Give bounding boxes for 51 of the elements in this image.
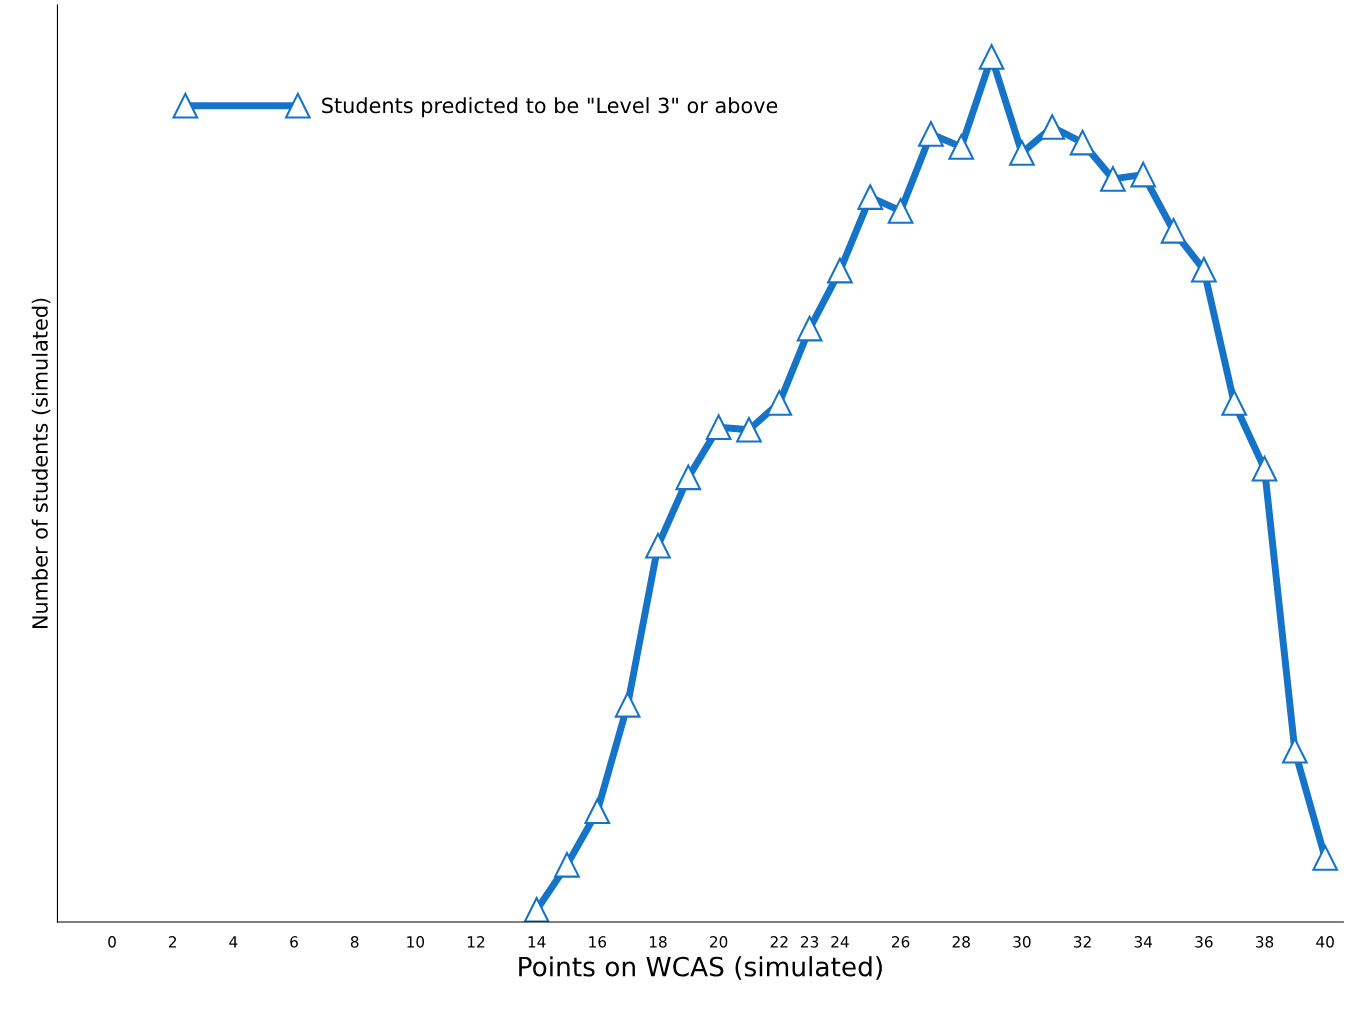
point	[1251, 455, 1278, 482]
point	[584, 798, 611, 825]
x-tick-label: 23	[801, 936, 819, 948]
point	[1221, 390, 1248, 416]
x-tick-label: 8	[350, 936, 359, 948]
point	[736, 416, 762, 443]
point	[645, 532, 671, 559]
x-tick-label: 28	[952, 936, 970, 948]
point	[766, 390, 793, 416]
x-tick-label: 18	[649, 936, 667, 948]
point	[1312, 845, 1339, 871]
x-tick-label: 16	[589, 936, 607, 948]
x-tick-label: 10	[407, 936, 425, 948]
point	[978, 44, 1005, 70]
point	[705, 414, 732, 441]
x-tick-label: 36	[1195, 936, 1213, 948]
x-tick-label: 40	[1316, 936, 1334, 948]
x-tick-label: 22	[770, 936, 788, 948]
point	[796, 315, 823, 342]
legend-label: Students predicted to be "Level 3" or above	[322, 97, 778, 118]
point	[614, 691, 641, 718]
point	[675, 464, 702, 491]
point	[1100, 166, 1126, 192]
y-axis-title: Number of students (simulated)	[31, 298, 51, 629]
point	[1039, 114, 1066, 140]
point	[1130, 161, 1157, 188]
x-tick-label: 6	[290, 936, 298, 948]
x-tick-label: 32	[1074, 936, 1091, 948]
point	[1069, 129, 1096, 156]
point	[948, 134, 975, 160]
x-axis-title: Points on WCAS (simulated)	[519, 956, 882, 980]
x-tick-label: 14	[528, 936, 546, 948]
point	[1160, 217, 1187, 244]
x-tick-label: 12	[467, 936, 485, 948]
point	[1191, 256, 1217, 283]
x-tick-label: 24	[831, 936, 849, 948]
x-tick-label: 2	[168, 936, 177, 948]
point	[554, 852, 580, 878]
point	[857, 184, 884, 210]
x-tick-label: 38	[1255, 936, 1274, 948]
x-tick-label: 30	[1013, 936, 1031, 948]
x-tick-label: 34	[1134, 936, 1153, 948]
point	[827, 257, 853, 284]
x-tick-label: 20	[710, 936, 728, 948]
point	[523, 896, 550, 922]
x-tick-label: 0	[108, 936, 116, 948]
x-tick-label: 4	[229, 936, 238, 948]
point	[1009, 140, 1035, 166]
point	[887, 198, 914, 224]
x-tick-label: 26	[891, 936, 910, 948]
point	[918, 121, 944, 147]
